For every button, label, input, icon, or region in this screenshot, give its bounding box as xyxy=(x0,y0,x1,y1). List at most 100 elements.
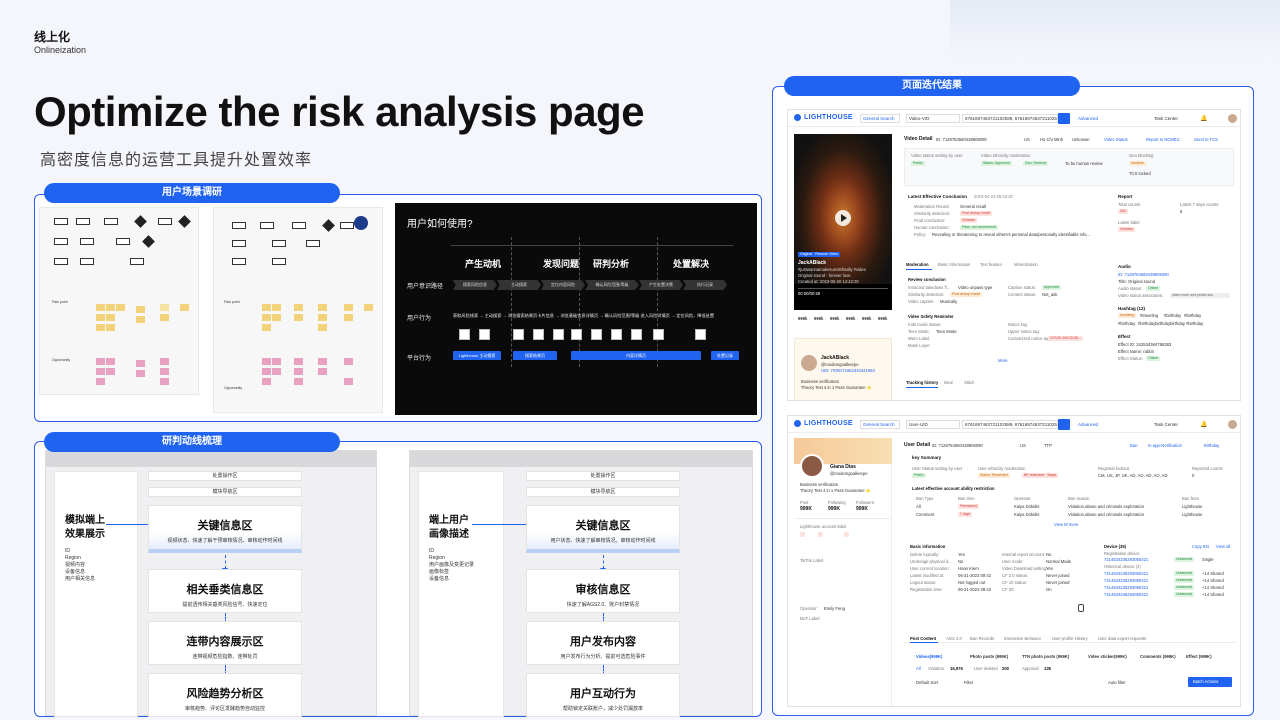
content-tab[interactable]: Video sticker(999K) xyxy=(1088,654,1127,659)
hashtag-tag[interactable]: #birthdaybirthdaybirthday xyxy=(1138,321,1186,326)
bell-icon[interactable]: 🔔 xyxy=(1200,422,1208,428)
row-key: Similarity detection: xyxy=(914,211,951,216)
more-link[interactable]: More xyxy=(998,358,1008,363)
search-field-select[interactable]: User-UID xyxy=(906,420,960,429)
search-icon[interactable] xyxy=(1058,113,1070,124)
row-key: Customized notice tag: xyxy=(1008,336,1051,341)
search-input[interactable]: 6761697463721102589, 6761697463721102589 xyxy=(962,420,1058,429)
content-tab[interactable]: Videos(999K) xyxy=(916,654,943,659)
content-tab[interactable]: Photo posts (999K) xyxy=(970,654,1009,659)
search-field-select[interactable]: Video-VID xyxy=(906,114,960,123)
content-tab[interactable]: Effect (999K) xyxy=(1186,654,1212,659)
active-tab-indicator xyxy=(906,269,932,270)
row-key: Logout status: xyxy=(910,580,937,585)
audio-id[interactable]: ID: 7128754560438905090 xyxy=(1118,272,1169,277)
tab-monetization[interactable]: Monetization xyxy=(1014,262,1038,267)
tab-deal[interactable]: Deal xyxy=(944,380,953,385)
advanced-link[interactable]: Advanced xyxy=(1078,116,1099,121)
row-key: Teen Mode: xyxy=(908,329,930,334)
tab-export[interactable]: User data export requests xyxy=(1098,636,1147,641)
tab-post-content[interactable]: Post Content xyxy=(910,636,937,641)
status-tag: Public xyxy=(911,161,925,166)
path-step: 搜索风险信息 xyxy=(453,280,497,290)
audio-assoc-value: video mute and profile ass xyxy=(1170,293,1230,298)
hashtag-tag[interactable]: #birthday xyxy=(1184,313,1202,318)
user-scenario-label: 用户场景调研 xyxy=(44,183,340,203)
task-center-link[interactable]: Task Center xyxy=(1154,116,1179,121)
count-label[interactable]: Violation xyxy=(928,666,944,671)
hashtag-tag[interactable]: #cooking xyxy=(1118,313,1137,318)
row-value: Revealing or threatening to reveal other… xyxy=(932,232,1090,237)
user-handle: @modemgoalkeepe xyxy=(830,471,868,476)
search-icon[interactable] xyxy=(1058,419,1070,430)
device-id[interactable]: 7214534236293050321 xyxy=(1104,592,1149,597)
bell-icon[interactable]: 🔔 xyxy=(1200,116,1208,122)
count-label[interactable]: Approval xyxy=(1022,666,1039,671)
row-key: CF 10 status: xyxy=(1002,580,1027,585)
advanced-link[interactable]: Advanced xyxy=(1078,422,1099,427)
search-type-select[interactable]: General Search xyxy=(860,420,900,429)
column-header: Operator xyxy=(1014,496,1031,501)
tab-moderation[interactable]: Moderation xyxy=(906,262,929,267)
task-center-link[interactable]: Task Center xyxy=(1154,422,1179,427)
device-id[interactable]: 7214534236293050321 xyxy=(1104,557,1149,562)
tab-profile-history[interactable]: User profile History xyxy=(1052,636,1088,641)
side-list-item: 设备信息 xyxy=(429,576,450,582)
device-status: Unbanned xyxy=(1174,571,1195,576)
row-key: CF 20: xyxy=(1002,587,1015,592)
tab-interactive[interactable]: Interactive Behavior xyxy=(1004,636,1042,641)
batch-actions-button[interactable]: Batch Actions xyxy=(1188,677,1232,687)
search-type-select[interactable]: General Search xyxy=(860,114,900,123)
avatar[interactable] xyxy=(1228,114,1237,123)
row-key: Upper notice tag: xyxy=(1008,329,1040,334)
sort-select[interactable]: Default Sort xyxy=(916,680,939,685)
following-count: 999K xyxy=(828,506,840,512)
device-id[interactable]: 7214534236293050321 xyxy=(1104,578,1149,583)
batch-actions-label: Batch Actions xyxy=(1193,679,1219,684)
opportunity-label-2: Opportunity xyxy=(224,386,243,390)
video-status-action[interactable]: Video Status xyxy=(1104,137,1128,142)
tab-basic-info[interactable]: Basic Information xyxy=(938,262,971,267)
auto-filter-toggle[interactable]: Auto filter xyxy=(1108,680,1126,685)
hashtag-tag[interactable]: #traveling xyxy=(1140,313,1159,318)
user-portrait-side: 端上用户 画像描述 ID Region 用户画像及变更记录 画像标签 设备信息 xyxy=(418,471,504,717)
hashtag-tag[interactable]: #birthday xyxy=(1186,321,1204,326)
row-value: Never joined xyxy=(1046,580,1070,585)
device-id[interactable]: 7214534236293050321 xyxy=(1104,585,1149,590)
followers-count: 999K xyxy=(856,506,868,512)
birthday-action[interactable]: Birthday xyxy=(1204,443,1220,448)
play-icon[interactable] xyxy=(835,210,851,226)
search-input[interactable]: 6761697463721102589, 6761697463721102589 xyxy=(962,114,1058,123)
view-more-link[interactable]: View M more xyxy=(1054,522,1079,527)
content-tab[interactable]: Comments (999K) xyxy=(1140,654,1176,659)
device-id[interactable]: 7214534236293050321 xyxy=(1104,571,1149,576)
flowchart-thumbnail-2: Pain point Opportunity xyxy=(213,207,383,413)
avatar[interactable] xyxy=(1228,420,1237,429)
report-ncmec-action[interactable]: Report to NCMEC xyxy=(1146,137,1180,142)
content-tab[interactable]: TTN photo posts (999K) xyxy=(1022,654,1070,659)
ban-action[interactable]: Ban xyxy=(1130,443,1138,448)
notification-action[interactable]: In-app-Notification xyxy=(1148,443,1182,448)
creator-verify: Business verification xyxy=(801,379,840,384)
copy-ids-link[interactable]: Copy IDs xyxy=(1192,544,1210,549)
creator-uid[interactable]: UID: 7039171662310441963 xyxy=(821,368,875,373)
row-awareness: 用户意识路径 xyxy=(407,284,444,290)
status-tag: BP restricted · 3days xyxy=(1022,473,1059,478)
filter-button[interactable]: Filter xyxy=(964,680,974,685)
row-value: Normal Mode xyxy=(1046,559,1072,564)
hashtag-tag[interactable]: #birthday xyxy=(1118,321,1136,326)
hashtag-tag[interactable]: #birthday xyxy=(1164,313,1182,318)
behavior-line: 获取风险线索 → 主动搜索 → 浏览搜索结果页卡片信息 → 浏览基础信息详情页 … xyxy=(453,313,715,318)
tab-ags[interactable]: AGS 2.0 xyxy=(946,636,962,641)
user-flow-diagram: 处置操作区 模块导航区 端上用户 画像描述 ID Region 用户画像及变更记… xyxy=(409,450,753,717)
tab-ban-records[interactable]: Ban Records xyxy=(970,636,995,641)
tab-tracking[interactable]: Tracking history xyxy=(906,380,939,385)
tab-stitch[interactable]: Stitch xyxy=(964,380,975,385)
send-tcs-action[interactable]: Send to TCS xyxy=(1194,137,1218,142)
count-label[interactable]: All xyxy=(916,666,921,671)
tab-text-feature[interactable]: Text feature xyxy=(980,262,1002,267)
table-cell: Lighthouse xyxy=(1182,504,1203,509)
count-label[interactable]: User deleted xyxy=(974,666,998,671)
operation-bar: 处置操作区 xyxy=(148,471,302,481)
view-all-link[interactable]: View all xyxy=(1216,544,1231,549)
